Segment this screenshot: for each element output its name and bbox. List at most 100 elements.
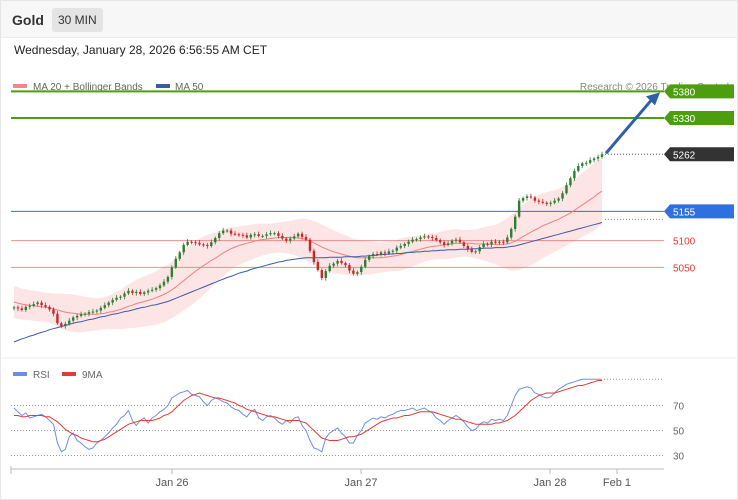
candle-body bbox=[60, 323, 63, 326]
candle-body bbox=[308, 239, 312, 251]
candle bbox=[513, 214, 517, 232]
candle bbox=[332, 262, 335, 268]
time-tick-label: Jan 26 bbox=[155, 477, 188, 489]
candle-body bbox=[533, 197, 537, 201]
candle-body bbox=[28, 305, 31, 307]
candle bbox=[431, 234, 434, 241]
candle bbox=[198, 240, 201, 246]
candle-body bbox=[596, 156, 600, 159]
candle-body bbox=[229, 230, 233, 234]
instrument-title: Gold bbox=[12, 12, 44, 28]
candle bbox=[87, 310, 91, 317]
candle bbox=[20, 305, 24, 312]
candle-body bbox=[387, 251, 391, 254]
candle bbox=[56, 311, 59, 325]
candle-body bbox=[446, 243, 450, 245]
candle-body bbox=[478, 247, 481, 252]
candle bbox=[573, 168, 576, 181]
candle bbox=[281, 233, 284, 241]
candle-body bbox=[103, 305, 106, 308]
candle-body bbox=[379, 252, 383, 255]
candle bbox=[154, 286, 158, 292]
candle-body bbox=[40, 302, 43, 306]
candle-body bbox=[91, 311, 95, 313]
target-label-5330: 5330 bbox=[673, 114, 696, 125]
candle bbox=[143, 290, 146, 297]
candle-body bbox=[71, 317, 75, 321]
candle-body bbox=[261, 235, 264, 237]
candle-body bbox=[549, 202, 552, 204]
candle bbox=[482, 241, 485, 249]
candle bbox=[533, 195, 537, 203]
candle-body bbox=[131, 290, 134, 293]
ma20-line bbox=[13, 190, 603, 315]
candle bbox=[166, 275, 170, 284]
candle-body bbox=[202, 244, 205, 246]
candle-body bbox=[517, 200, 521, 217]
candle-body bbox=[150, 289, 154, 291]
candle-body bbox=[182, 244, 185, 253]
candle-body bbox=[442, 242, 446, 245]
candle bbox=[214, 236, 217, 245]
candle bbox=[182, 242, 185, 256]
candle bbox=[123, 291, 126, 300]
candle bbox=[107, 300, 110, 308]
candle bbox=[328, 263, 331, 273]
time-tick-label: Jan 28 bbox=[533, 477, 566, 489]
candle bbox=[131, 289, 134, 296]
candle-body bbox=[68, 320, 71, 324]
candle-body bbox=[600, 154, 604, 157]
copyright-text: Research © 2026 Trading Central bbox=[580, 82, 729, 93]
candle bbox=[12, 305, 16, 311]
candle-body bbox=[79, 314, 83, 316]
candle bbox=[48, 305, 51, 312]
candle bbox=[36, 300, 39, 307]
candle bbox=[375, 251, 379, 257]
candle-body bbox=[48, 306, 51, 310]
candle-body bbox=[458, 239, 462, 243]
candle bbox=[79, 311, 83, 318]
candle-body bbox=[431, 236, 434, 238]
candle-body bbox=[206, 244, 209, 246]
candle bbox=[296, 232, 300, 239]
candle bbox=[371, 251, 375, 259]
timeframe-badge[interactable]: 30 MIN bbox=[52, 8, 103, 32]
candle-body bbox=[245, 235, 249, 238]
candle-body bbox=[561, 193, 564, 199]
rsi-tick-70: 70 bbox=[673, 402, 685, 413]
candle bbox=[269, 230, 272, 236]
candle-body bbox=[52, 309, 55, 314]
candle bbox=[127, 288, 130, 296]
candle bbox=[308, 238, 312, 253]
candle-body bbox=[166, 276, 170, 282]
candle bbox=[91, 308, 95, 314]
candle-body bbox=[257, 234, 260, 236]
candle bbox=[245, 232, 249, 240]
candle-body bbox=[233, 233, 237, 235]
candle bbox=[403, 242, 406, 249]
candle bbox=[146, 288, 150, 296]
candle bbox=[206, 242, 209, 249]
candle-body bbox=[312, 250, 316, 262]
candle-body bbox=[16, 307, 20, 309]
candle bbox=[442, 240, 446, 248]
projection-arrow-head bbox=[646, 92, 660, 106]
candle-body bbox=[332, 263, 335, 266]
candle-body bbox=[423, 236, 426, 238]
candle bbox=[158, 283, 162, 291]
candle bbox=[596, 154, 600, 162]
projection-arrow-shaft bbox=[604, 98, 654, 155]
candle-body bbox=[277, 233, 280, 236]
candle-body bbox=[316, 262, 320, 270]
candle bbox=[99, 305, 103, 314]
candle bbox=[427, 234, 430, 240]
candle bbox=[462, 240, 466, 249]
current-price-label: 5262 bbox=[673, 150, 696, 161]
candle-body bbox=[190, 241, 193, 243]
candle-body bbox=[162, 281, 166, 286]
candle-body bbox=[198, 242, 201, 245]
candle-body bbox=[592, 158, 596, 161]
candle-body bbox=[490, 241, 493, 245]
candle-body bbox=[225, 230, 229, 232]
